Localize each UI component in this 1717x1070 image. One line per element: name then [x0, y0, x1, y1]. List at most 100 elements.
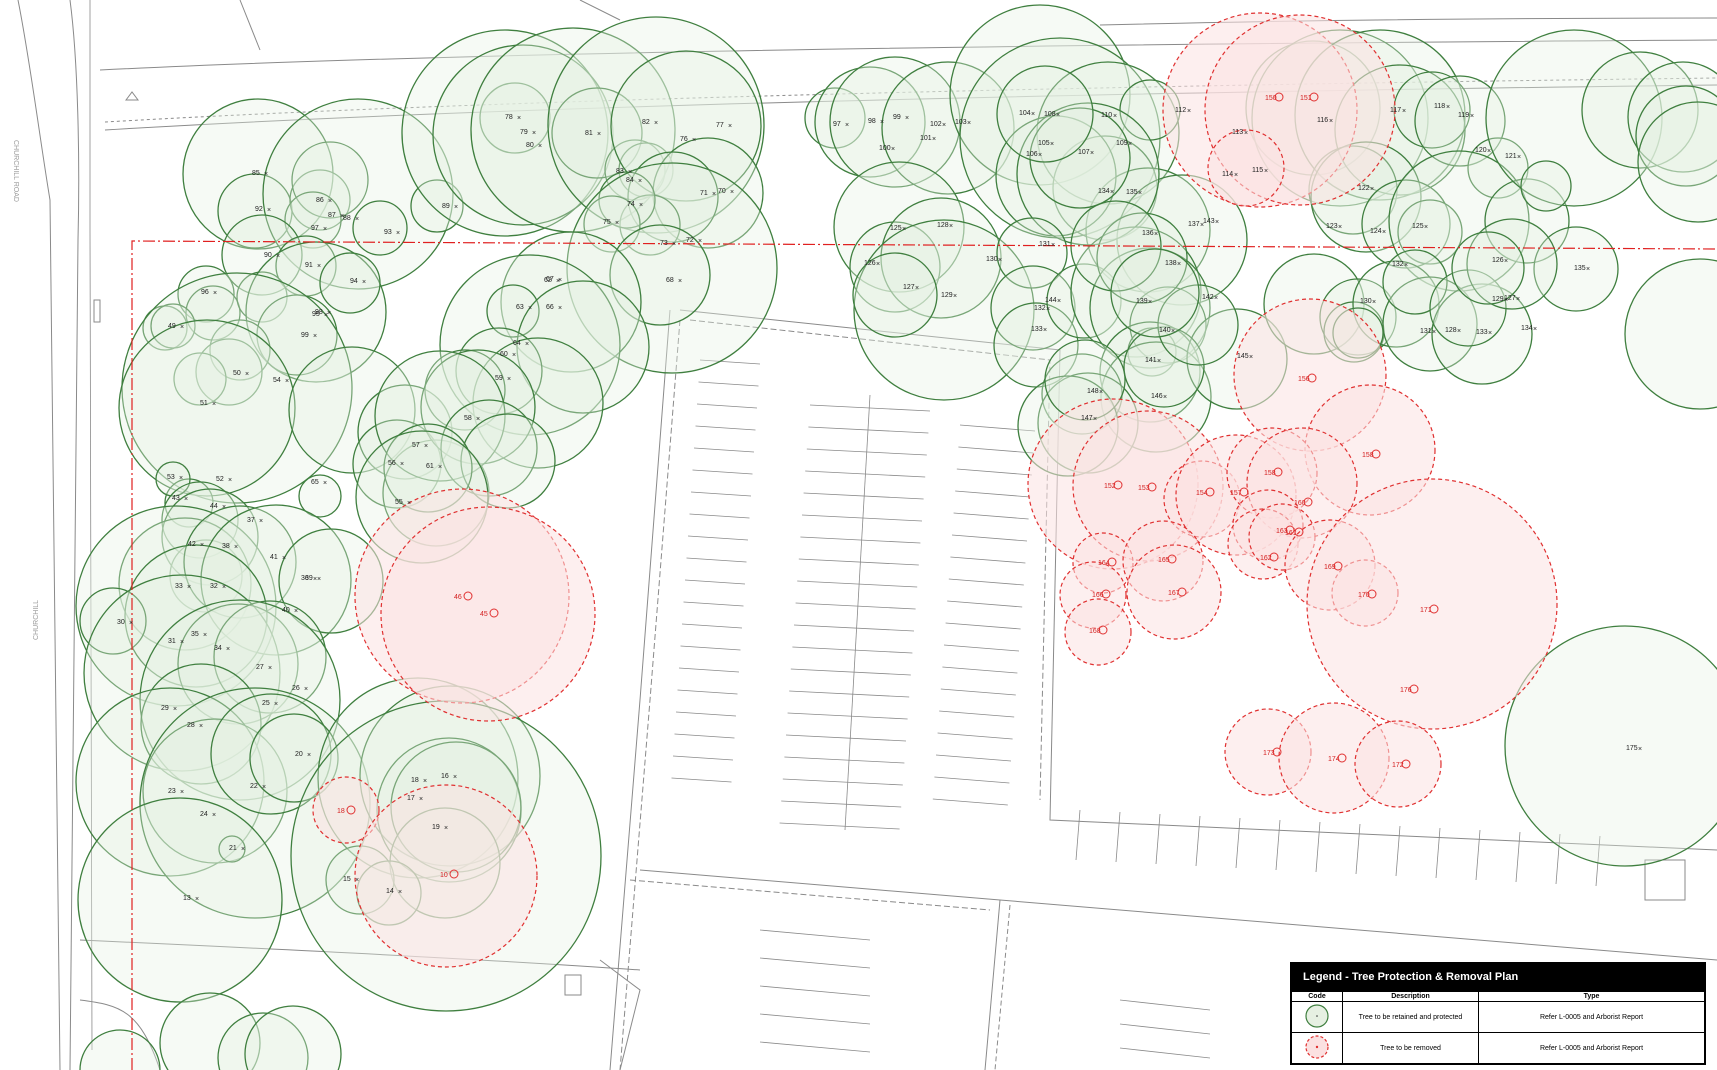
retained-tree-canopy	[161, 488, 259, 586]
retained-tree-label: 81	[585, 130, 593, 137]
tree-trunk-marker: ×	[615, 220, 619, 227]
tree-trunk-marker: ×	[1470, 113, 1474, 120]
tree-trunk-marker: ×	[212, 401, 216, 408]
tree-trunk-marker: ×	[262, 784, 266, 791]
retained-tree-label: 103	[955, 119, 967, 126]
retained-tree-label: 97	[311, 225, 319, 232]
tree-trunk-marker: ×	[226, 646, 230, 653]
tree-trunk-marker: ×	[1402, 108, 1406, 115]
retained-tree-canopy	[432, 44, 614, 226]
tree-trunk-marker: ×	[891, 146, 895, 153]
removal-marker-icon	[1371, 449, 1381, 459]
retained-tree-label: 63	[516, 304, 524, 311]
retained-tree-label: 28	[187, 722, 195, 729]
removal-marker-icon	[1177, 587, 1187, 597]
retained-tree-label: 56	[388, 460, 396, 467]
retained-tree-label: 41	[270, 554, 278, 561]
retained-tree-canopy	[1116, 174, 1248, 306]
retained-tree-label: 144	[1045, 297, 1057, 304]
removed-tree-canopy	[1126, 544, 1222, 640]
retained-tree-canopy	[79, 1029, 161, 1070]
tree-trunk-marker: ×	[453, 774, 457, 781]
retained-tree-label: 94	[350, 278, 358, 285]
tree-trunk-marker: ×	[327, 310, 331, 317]
retained-tree-label: 58	[464, 415, 472, 422]
tree-trunk-marker: ×	[454, 204, 458, 211]
removal-marker-icon	[1147, 482, 1157, 492]
retained-tree-label: 133	[1476, 329, 1488, 336]
retained-tree-label: 132	[1392, 261, 1404, 268]
retained-tree-canopy	[319, 252, 381, 314]
retained-tree-label: 25	[262, 700, 270, 707]
retained-tree-label: 64	[513, 340, 521, 347]
tree-trunk-marker: ×	[949, 223, 953, 230]
tree-trunk-marker: ×	[1090, 150, 1094, 157]
legend-removed-symbol	[1291, 1032, 1343, 1064]
retained-tree-label: 118	[1434, 103, 1445, 110]
tree-trunk-marker: ×	[1187, 108, 1191, 115]
tree-trunk-marker: ×	[1488, 330, 1492, 337]
tree-trunk-marker: ×	[400, 461, 404, 468]
retained-tree-label: 74	[627, 201, 635, 208]
tree-trunk-marker: ×	[1504, 258, 1508, 265]
retained-tree-label: 128	[1445, 327, 1457, 334]
retained-tree-canopy	[652, 137, 764, 249]
tree-trunk-marker: ×	[1093, 416, 1097, 423]
retained-tree-label: 44	[210, 503, 218, 510]
tree-trunk-marker: ×	[1249, 354, 1253, 361]
tree-trunk-marker: ×	[1517, 154, 1521, 161]
removal-marker-icon	[1401, 759, 1411, 769]
tree-trunk-marker: ×	[1338, 224, 1342, 231]
tree-trunk-marker: ×	[1200, 222, 1204, 229]
removal-marker-icon	[1307, 373, 1317, 383]
retained-tree-label: 88	[343, 215, 351, 222]
retained-tree-canopy	[996, 65, 1094, 163]
retained-tree-canopy	[164, 478, 214, 528]
tree-trunk-marker: ×	[1057, 298, 1061, 305]
retained-tree-label: 62	[544, 277, 552, 284]
retained-tree-label: 42	[188, 541, 196, 548]
retained-tree-label: 135	[1126, 189, 1138, 196]
retained-tree-label: 27	[256, 664, 264, 671]
tree-trunk-marker: ×	[362, 279, 366, 286]
retained-tree-label: 98	[315, 309, 323, 316]
retained-tree-canopy	[881, 61, 1015, 195]
retained-tree-label: 21	[229, 845, 237, 852]
street-label: CHURCHILL	[33, 600, 40, 640]
removal-marker-icon	[1274, 92, 1284, 102]
retained-tree-canopy	[139, 599, 341, 801]
retained-tree-canopy	[486, 284, 540, 338]
retained-tree-label: 107	[1078, 149, 1090, 156]
tree-trunk-marker: ×	[129, 620, 133, 627]
tree-trunk-marker: ×	[228, 477, 232, 484]
retained-tree-canopy	[77, 797, 283, 1003]
removed-tree-canopy	[1354, 720, 1442, 808]
retained-tree-canopy	[618, 142, 674, 198]
tree-trunk-marker: ×	[184, 496, 188, 503]
retained-tree-label: 128	[937, 222, 949, 229]
legend-title: Legend - Tree Protection & Removal Plan	[1291, 963, 1705, 991]
retained-tree-label: 116	[1317, 117, 1328, 124]
legend-retained-symbol	[1291, 1001, 1343, 1033]
removed-tree-label: 169	[1324, 564, 1336, 571]
retained-tree-label: 139	[1136, 298, 1148, 305]
retained-tree-label: 131	[1039, 241, 1051, 248]
removed-tree-label: 165	[1158, 557, 1170, 564]
tree-trunk-marker: ×	[1533, 326, 1537, 333]
retained-tree-label: 24	[200, 811, 208, 818]
retained-tree-label: 141	[1145, 357, 1157, 364]
retained-tree-label: 104	[1019, 110, 1031, 117]
retained-tree-label: 97	[833, 121, 841, 128]
removed-tree-canopies	[312, 12, 1558, 968]
tree-trunk-marker: ×	[558, 305, 562, 312]
retained-tree-label: 113	[1232, 129, 1243, 136]
retained-tree-canopy	[284, 191, 342, 249]
retained-tree-icon	[1305, 1004, 1329, 1028]
retained-tree-label: 99	[893, 114, 901, 121]
retained-tree-canopy	[244, 1005, 342, 1070]
retained-tree-label: 89	[442, 203, 450, 210]
tree-trunk-marker: ×	[1163, 394, 1167, 401]
tree-trunk-marker: ×	[597, 131, 601, 138]
removal-marker-icon	[1101, 589, 1111, 599]
retained-tree-label: 19	[432, 824, 440, 831]
